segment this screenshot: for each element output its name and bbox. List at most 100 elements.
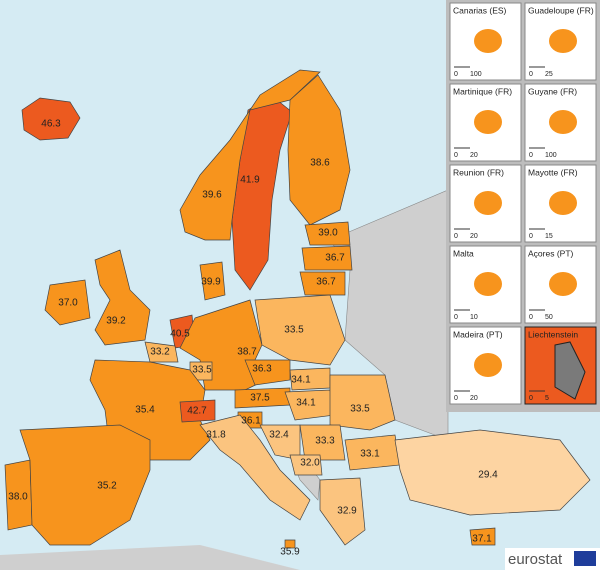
scale-label: 0	[529, 233, 533, 240]
region-value: 33.5	[192, 365, 212, 376]
inset-title: Açores (PT)	[528, 248, 574, 258]
region-value: 35.2	[97, 481, 117, 492]
scale-label: 15	[545, 233, 553, 240]
region	[289, 454, 323, 476]
region-value: 35.4	[135, 405, 155, 416]
region-value: 38.0	[8, 492, 28, 503]
inset-title: Guadeloupe (FR)	[528, 5, 594, 15]
scale-label: 0	[454, 395, 458, 402]
inset-title: Malta	[453, 248, 474, 258]
inset-title: Mayotte (FR)	[528, 167, 578, 177]
region-value: 31.8	[206, 430, 226, 441]
region-value: 39.6	[202, 190, 222, 201]
region-value: 39.2	[106, 316, 126, 327]
inset-land	[474, 110, 502, 134]
region-value: 37.1	[472, 534, 492, 545]
region-value: 33.2	[150, 347, 170, 358]
region-value: 34.1	[291, 375, 311, 386]
scale-label: 20	[470, 233, 478, 240]
region	[304, 221, 351, 246]
scale-label: 0	[454, 71, 458, 78]
region-value: 35.9	[280, 547, 300, 558]
region-value: 32.0	[300, 458, 320, 469]
region	[319, 477, 366, 546]
inset-land	[474, 272, 502, 296]
region	[144, 341, 179, 363]
region-value: 41.9	[240, 175, 260, 186]
scale-label: 0	[454, 314, 458, 321]
region	[299, 271, 346, 296]
region	[287, 74, 351, 226]
scale-label: 20	[470, 395, 478, 402]
region-value: 33.3	[315, 436, 335, 447]
region-value: 37.0	[58, 298, 78, 309]
region	[19, 424, 151, 546]
region-value: 40.5	[170, 329, 190, 340]
region	[94, 249, 151, 346]
region-value: 33.1	[360, 449, 380, 460]
region-value: 34.1	[296, 398, 316, 409]
inset-title: Guyane (FR)	[528, 86, 577, 96]
scale-label: 0	[454, 152, 458, 159]
logo-text: eurostat	[508, 551, 563, 568]
eu-flag	[574, 551, 596, 566]
inset-land	[474, 29, 502, 53]
scale-label: 25	[545, 71, 553, 78]
scale-label: 0	[529, 152, 533, 159]
region-value: 32.9	[337, 506, 357, 517]
region	[199, 261, 226, 301]
region	[179, 399, 216, 423]
region	[179, 69, 321, 241]
inset-title: Canarias (ES)	[453, 5, 507, 15]
non-data-land	[0, 545, 300, 570]
region	[301, 245, 353, 271]
inset-land	[549, 110, 577, 134]
region-value: 33.5	[350, 404, 370, 415]
region-value: 39.9	[201, 277, 221, 288]
region	[44, 279, 91, 326]
scale-label: 0	[454, 233, 458, 240]
region	[469, 527, 496, 546]
scale-label: 100	[470, 71, 482, 78]
region-value: 36.1	[241, 416, 261, 427]
scale-label: 0	[529, 71, 533, 78]
scale-label: 100	[545, 152, 557, 159]
region-value: 42.7	[187, 406, 207, 417]
inset-land	[474, 353, 502, 377]
inset-land	[474, 191, 502, 215]
scale-label: 10	[470, 314, 478, 321]
region-value: 36.7	[325, 253, 345, 264]
inset-land	[549, 272, 577, 296]
inset-land	[554, 341, 586, 400]
region	[21, 97, 81, 141]
region	[329, 374, 396, 431]
scale-label: 0	[529, 314, 533, 321]
scale-label: 50	[545, 314, 553, 321]
inset-title: Reunion (FR)	[453, 167, 504, 177]
region	[394, 429, 591, 516]
region-value: 38.6	[310, 158, 330, 169]
inset-title: Madeira (PT)	[453, 329, 503, 339]
region-value: 36.7	[316, 277, 336, 288]
region	[284, 539, 296, 549]
region	[244, 359, 291, 386]
region-value: 33.5	[284, 325, 304, 336]
scale-label: 5	[545, 395, 549, 402]
region	[199, 414, 311, 521]
region-value: 38.7	[237, 347, 257, 358]
inset-title: Liechtenstein	[528, 329, 578, 339]
scale-label: 20	[470, 152, 478, 159]
region-value: 32.4	[269, 430, 289, 441]
region-value: 37.5	[250, 393, 270, 404]
region-value: 36.3	[252, 364, 272, 375]
inset-land	[549, 191, 577, 215]
region-value: 46.3	[41, 119, 61, 130]
region-value: 39.0	[318, 228, 338, 239]
region	[299, 424, 346, 461]
region-value: 29.4	[478, 470, 498, 481]
region	[254, 294, 346, 366]
inset-land	[549, 29, 577, 53]
inset-title: Martinique (FR)	[453, 86, 512, 96]
scale-label: 0	[529, 395, 533, 402]
